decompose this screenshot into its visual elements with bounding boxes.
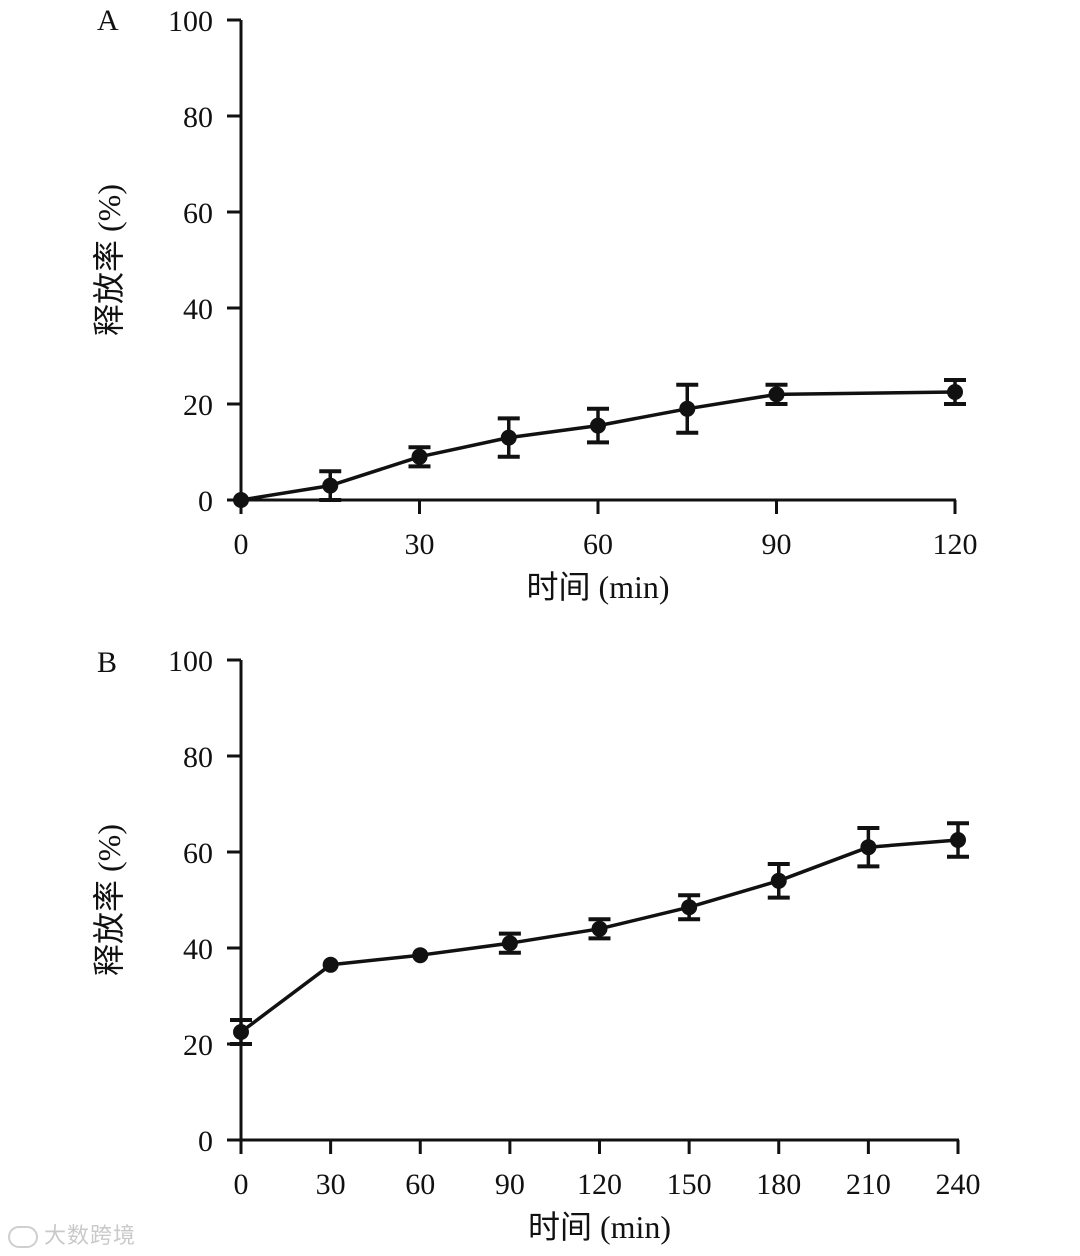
y-tick-label: 20 [183, 389, 213, 422]
data-point [322, 477, 339, 494]
data-point [591, 920, 608, 937]
x-tick-label: 90 [762, 528, 792, 561]
data-point [947, 384, 963, 400]
watermark-logo-icon [8, 1226, 38, 1248]
y-tick-label: 20 [183, 1029, 213, 1062]
y-tick-label: 40 [183, 293, 213, 326]
x-tick-label: 60 [405, 1168, 435, 1201]
data-point [233, 492, 249, 508]
y-tick-label: 100 [168, 645, 213, 678]
data-point [322, 956, 339, 973]
y-tick-label: 60 [183, 837, 213, 870]
y-tick-label: 40 [183, 933, 213, 966]
data-point [412, 947, 429, 964]
series-line [240, 390, 956, 502]
x-tick-label: 210 [846, 1168, 891, 1201]
data-point [500, 429, 517, 446]
panel-b: B 0 20 40 60 80 100 0 30 60 90 120 150 180 210 240 时间 (m… [91, 645, 981, 1245]
x-tick-label: 0 [234, 528, 249, 561]
data-point [679, 400, 696, 417]
data-point [411, 448, 428, 465]
panel-label: B [97, 646, 117, 679]
x-tick-label: 30 [316, 1168, 346, 1201]
x-tick-label: 150 [667, 1168, 712, 1201]
x-tick-label: 90 [495, 1168, 525, 1201]
y-tick-label: 60 [183, 197, 213, 230]
x-tick-label: 60 [583, 528, 613, 561]
x-tick-label: 180 [756, 1168, 801, 1201]
x-tick-label: 0 [234, 1168, 249, 1201]
y-tick-label: 0 [198, 485, 213, 518]
y-tick-label: 80 [183, 741, 213, 774]
x-tick-label: 30 [405, 528, 435, 561]
data-point [768, 386, 785, 403]
x-axis-title: 时间 (min) [528, 1209, 671, 1245]
x-tick-label: 120 [577, 1168, 622, 1201]
data-point [233, 1024, 249, 1040]
y-axis-title: 释放率 (%) [91, 184, 127, 336]
y-tick-label: 80 [183, 101, 213, 134]
panel-a: A 0 20 40 60 80 100 0 30 60 90 120 时间 (min) 释放率 (%) [91, 4, 978, 605]
data-point [590, 417, 606, 434]
watermark-text: 大数跨境 [44, 1224, 137, 1249]
panel-label: A [97, 4, 119, 37]
y-axis-title: 释放率 (%) [91, 824, 127, 976]
y-tick-label: 100 [168, 5, 213, 38]
data-point [860, 839, 877, 856]
x-tick-label: 240 [936, 1168, 981, 1201]
x-tick-label: 120 [933, 528, 978, 561]
data-point [501, 935, 518, 952]
data-point [950, 832, 966, 848]
data-point [681, 899, 698, 916]
watermark: 大数跨境 [8, 1218, 136, 1250]
y-tick-label: 0 [198, 1125, 213, 1158]
x-axis-title: 时间 (min) [526, 569, 669, 605]
data-point [770, 872, 787, 889]
